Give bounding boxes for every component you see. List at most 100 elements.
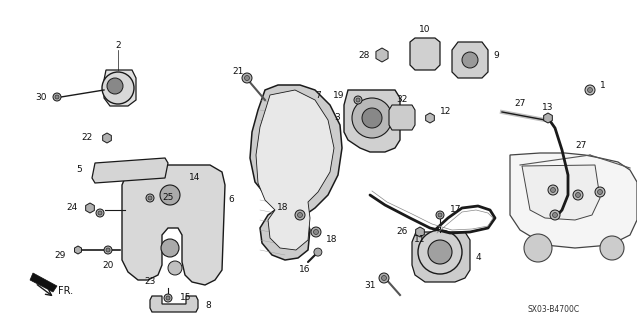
Polygon shape bbox=[522, 165, 600, 220]
Text: 19: 19 bbox=[333, 91, 344, 100]
Text: 27: 27 bbox=[575, 140, 587, 149]
Text: 2: 2 bbox=[115, 41, 121, 50]
Circle shape bbox=[245, 76, 250, 81]
Text: 29: 29 bbox=[55, 251, 66, 260]
Polygon shape bbox=[452, 42, 488, 78]
Polygon shape bbox=[426, 113, 434, 123]
Circle shape bbox=[164, 294, 172, 302]
Text: 12: 12 bbox=[440, 108, 452, 116]
Circle shape bbox=[166, 296, 170, 300]
Text: 27: 27 bbox=[514, 100, 526, 108]
Circle shape bbox=[436, 211, 444, 219]
Circle shape bbox=[352, 98, 392, 138]
Text: 10: 10 bbox=[419, 26, 431, 35]
Polygon shape bbox=[92, 158, 168, 183]
Circle shape bbox=[168, 261, 182, 275]
Circle shape bbox=[524, 234, 552, 262]
Text: 6: 6 bbox=[228, 196, 234, 204]
Text: 26: 26 bbox=[397, 228, 408, 236]
Circle shape bbox=[379, 273, 389, 283]
Circle shape bbox=[595, 187, 605, 197]
Polygon shape bbox=[30, 273, 57, 292]
Text: 25: 25 bbox=[162, 194, 173, 203]
Circle shape bbox=[313, 229, 318, 235]
Text: 11: 11 bbox=[414, 236, 426, 244]
Circle shape bbox=[354, 96, 362, 104]
Circle shape bbox=[548, 185, 558, 195]
Circle shape bbox=[96, 209, 104, 217]
Circle shape bbox=[575, 193, 580, 197]
Text: 21: 21 bbox=[233, 68, 244, 76]
Circle shape bbox=[311, 227, 321, 237]
Polygon shape bbox=[389, 105, 415, 130]
Text: 15: 15 bbox=[180, 293, 192, 302]
Circle shape bbox=[418, 230, 462, 274]
Polygon shape bbox=[150, 296, 198, 312]
Text: 8: 8 bbox=[205, 300, 211, 309]
Circle shape bbox=[98, 211, 102, 215]
Text: 3: 3 bbox=[334, 114, 340, 123]
Circle shape bbox=[428, 240, 452, 264]
Circle shape bbox=[550, 188, 555, 193]
Text: 1: 1 bbox=[600, 81, 606, 90]
Text: 16: 16 bbox=[299, 266, 311, 275]
Text: 4: 4 bbox=[476, 253, 482, 262]
Text: 17: 17 bbox=[450, 205, 461, 214]
Circle shape bbox=[146, 194, 154, 202]
Circle shape bbox=[362, 108, 382, 128]
Text: 9: 9 bbox=[493, 51, 499, 60]
Text: 32: 32 bbox=[396, 95, 408, 105]
Circle shape bbox=[295, 210, 305, 220]
Text: FR.: FR. bbox=[58, 286, 73, 296]
Circle shape bbox=[585, 85, 595, 95]
Circle shape bbox=[102, 72, 134, 104]
Text: 18: 18 bbox=[326, 236, 338, 244]
Text: 14: 14 bbox=[189, 173, 201, 182]
Circle shape bbox=[550, 210, 560, 220]
Circle shape bbox=[104, 246, 112, 254]
Text: 5: 5 bbox=[76, 165, 82, 174]
Text: 31: 31 bbox=[364, 281, 376, 290]
Circle shape bbox=[587, 87, 592, 92]
Polygon shape bbox=[543, 113, 552, 123]
Circle shape bbox=[438, 213, 442, 217]
Circle shape bbox=[297, 212, 303, 218]
Polygon shape bbox=[412, 232, 470, 282]
Polygon shape bbox=[250, 85, 342, 260]
Circle shape bbox=[552, 212, 557, 218]
Circle shape bbox=[598, 189, 603, 195]
Polygon shape bbox=[510, 153, 637, 248]
Circle shape bbox=[53, 93, 61, 101]
Polygon shape bbox=[85, 203, 94, 213]
Polygon shape bbox=[344, 90, 400, 152]
Circle shape bbox=[573, 190, 583, 200]
Circle shape bbox=[356, 98, 360, 102]
Polygon shape bbox=[103, 133, 111, 143]
Polygon shape bbox=[256, 90, 334, 250]
Polygon shape bbox=[104, 70, 136, 106]
Circle shape bbox=[160, 185, 180, 205]
Polygon shape bbox=[410, 38, 440, 70]
Text: 30: 30 bbox=[36, 92, 47, 101]
Text: 20: 20 bbox=[103, 260, 113, 269]
Polygon shape bbox=[376, 48, 388, 62]
Text: 18: 18 bbox=[276, 204, 288, 212]
Circle shape bbox=[242, 73, 252, 83]
Circle shape bbox=[106, 248, 110, 252]
Circle shape bbox=[382, 276, 387, 281]
Circle shape bbox=[107, 78, 123, 94]
Polygon shape bbox=[122, 165, 225, 285]
Polygon shape bbox=[75, 246, 82, 254]
Circle shape bbox=[314, 248, 322, 256]
Text: 13: 13 bbox=[542, 103, 554, 113]
Circle shape bbox=[600, 236, 624, 260]
Text: 24: 24 bbox=[67, 204, 78, 212]
Circle shape bbox=[55, 95, 59, 99]
Text: 7: 7 bbox=[315, 92, 321, 100]
Circle shape bbox=[161, 239, 179, 257]
Text: 28: 28 bbox=[359, 51, 370, 60]
Circle shape bbox=[148, 196, 152, 200]
Text: SX03-B4700C: SX03-B4700C bbox=[528, 306, 580, 315]
Polygon shape bbox=[416, 227, 424, 237]
Text: 23: 23 bbox=[145, 277, 155, 286]
